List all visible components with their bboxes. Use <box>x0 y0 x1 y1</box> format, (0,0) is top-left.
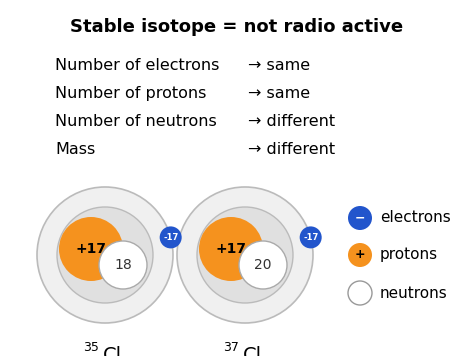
Text: −: − <box>355 211 365 225</box>
Text: -17: -17 <box>303 233 319 242</box>
Text: neutrons: neutrons <box>380 286 448 300</box>
Text: 35: 35 <box>83 341 99 354</box>
Circle shape <box>160 226 182 248</box>
Circle shape <box>99 241 147 289</box>
Circle shape <box>177 187 313 323</box>
Text: → same: → same <box>248 58 310 73</box>
Text: Mass: Mass <box>55 142 95 157</box>
Text: 37: 37 <box>223 341 239 354</box>
Circle shape <box>300 226 322 248</box>
Text: → different: → different <box>248 142 335 157</box>
Text: → different: → different <box>248 114 335 129</box>
Text: → same: → same <box>248 86 310 101</box>
Text: Cl: Cl <box>243 346 262 356</box>
Circle shape <box>348 206 372 230</box>
Circle shape <box>59 217 123 281</box>
Text: Cl: Cl <box>103 346 122 356</box>
Text: +17: +17 <box>216 242 246 256</box>
Circle shape <box>239 241 287 289</box>
Text: 20: 20 <box>254 258 272 272</box>
Circle shape <box>197 207 293 303</box>
Circle shape <box>348 281 372 305</box>
Text: Number of neutrons: Number of neutrons <box>55 114 217 129</box>
Text: -17: -17 <box>163 233 178 242</box>
Text: +: + <box>355 248 365 262</box>
Text: Number of protons: Number of protons <box>55 86 206 101</box>
Text: +17: +17 <box>75 242 107 256</box>
Text: electrons: electrons <box>380 210 451 225</box>
Circle shape <box>37 187 173 323</box>
Circle shape <box>348 243 372 267</box>
Text: 18: 18 <box>114 258 132 272</box>
Circle shape <box>57 207 153 303</box>
Text: Number of electrons: Number of electrons <box>55 58 219 73</box>
Text: Stable isotope = not radio active: Stable isotope = not radio active <box>71 18 403 36</box>
Text: protons: protons <box>380 247 438 262</box>
Circle shape <box>199 217 263 281</box>
